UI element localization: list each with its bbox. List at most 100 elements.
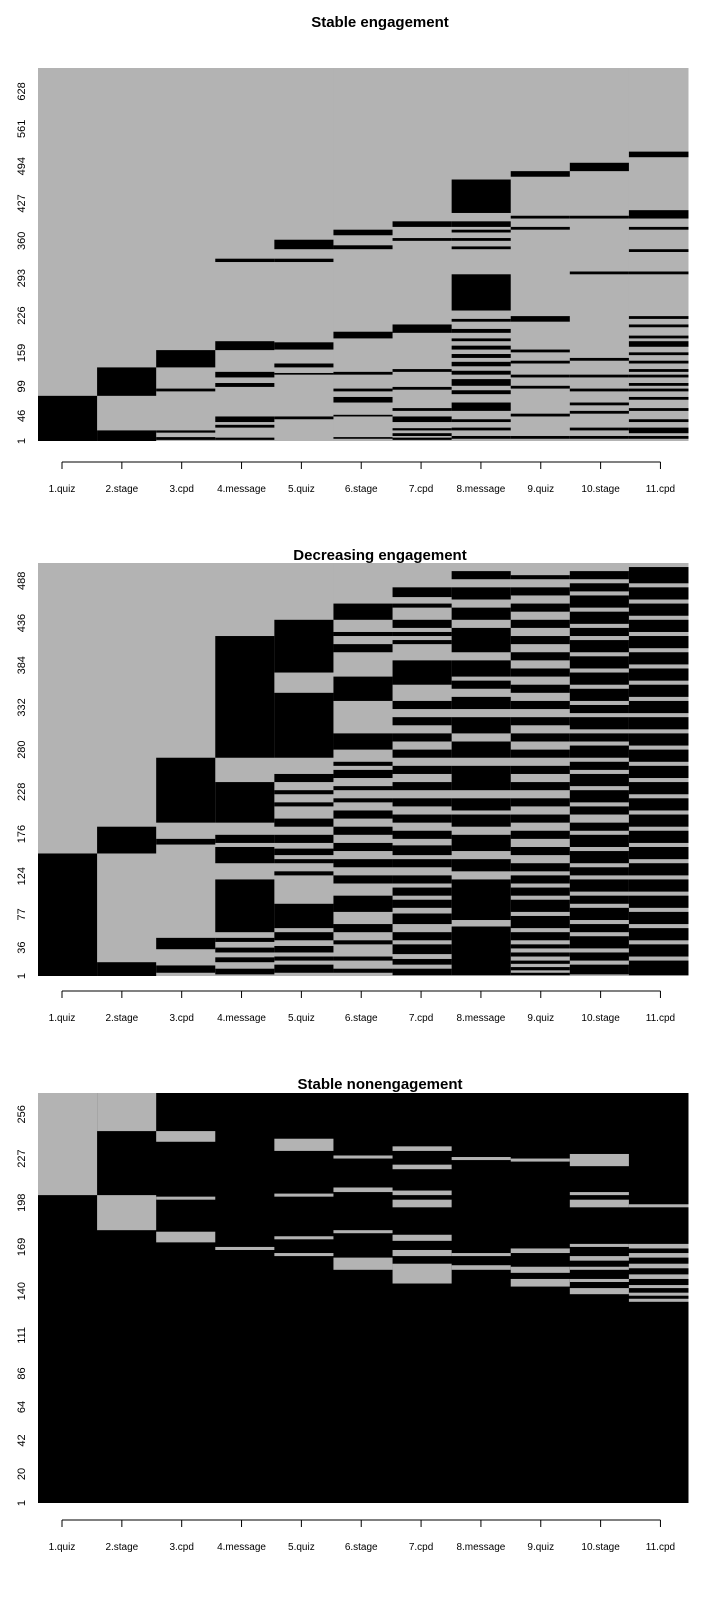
heatmap-cell — [510, 765, 571, 774]
heatmap-cell — [628, 427, 689, 434]
y-tick-label: 140 — [16, 1282, 28, 1300]
heatmap-cell — [451, 427, 512, 431]
heatmap-cell — [451, 879, 512, 921]
heatmap-cell — [510, 1278, 571, 1287]
heatmap-cell — [215, 371, 275, 378]
heatmap-cell — [628, 352, 689, 356]
heatmap-cell — [628, 383, 689, 386]
heatmap-cell — [215, 258, 275, 263]
heatmap-area — [38, 1093, 689, 1503]
heatmap-cell — [97, 367, 157, 396]
heatmap-cell — [510, 374, 571, 378]
heatmap-cell — [510, 619, 571, 628]
heatmap-cell — [333, 1187, 394, 1193]
y-tick-label: 494 — [16, 157, 28, 175]
heatmap-cell — [510, 1158, 571, 1162]
x-tick-label: 8.message — [456, 1013, 505, 1024]
heatmap-cell — [628, 335, 689, 339]
heatmap-cell — [215, 834, 275, 843]
y-tick-label: 1 — [16, 1500, 28, 1506]
heatmap-cell — [510, 863, 571, 872]
heatmap-cell — [451, 361, 512, 367]
heatmap-cell — [569, 595, 630, 608]
heatmap-column-8 — [451, 68, 512, 441]
heatmap-cell — [510, 349, 571, 353]
heatmap-cell — [510, 960, 571, 964]
heatmap-cell — [569, 627, 630, 637]
y-tick-label: 226 — [16, 306, 28, 324]
heatmap-cell — [628, 717, 689, 730]
heatmap-cell — [569, 806, 630, 815]
heatmap-cell — [274, 1138, 334, 1151]
x-axis: 1.quiz 2.stage 3.cpd 4.message 5.quiz 6.stage… — [49, 461, 675, 495]
heatmap-cell — [451, 571, 512, 580]
heatmap-cell — [392, 958, 453, 965]
heatmap-cell — [569, 717, 630, 730]
heatmap-cell — [510, 952, 571, 957]
heatmap-cell — [156, 1231, 216, 1243]
y-tick-label: 436 — [16, 614, 28, 632]
x-tick-label: 5.quiz — [288, 1542, 315, 1553]
heatmap-cell — [569, 656, 630, 669]
heatmap-cell — [333, 968, 394, 973]
heatmap-cell — [628, 360, 689, 364]
heatmap-cell — [215, 416, 275, 423]
heatmap-cell — [628, 879, 689, 892]
heatmap-cell — [215, 879, 275, 933]
heatmap-cell — [628, 1263, 689, 1269]
heatmap-cell — [392, 830, 453, 839]
heatmap-cell — [392, 433, 453, 436]
heatmap-cell — [392, 428, 453, 431]
heatmap-column-2 — [97, 1093, 157, 1503]
heatmap-cell — [628, 567, 689, 584]
heatmap-cell — [156, 937, 216, 950]
heatmap-cell — [392, 717, 453, 726]
heatmap-cell — [628, 684, 689, 697]
heatmap-cell — [156, 1131, 216, 1142]
heatmap-cell — [569, 879, 630, 892]
x-tick-label: 4.message — [217, 1013, 266, 1024]
heatmap-cell — [392, 899, 453, 908]
heatmap-cell — [215, 636, 275, 758]
panel-stable-nonengagement: Stable nonengagement 1204264861111401691… — [16, 1076, 689, 1553]
heatmap-column-6 — [333, 563, 394, 976]
heatmap-cell — [510, 360, 571, 364]
heatmap-cell — [451, 587, 512, 600]
heatmap-cell — [569, 1266, 630, 1270]
heatmap-cell — [97, 1195, 157, 1231]
heatmap-cell — [333, 826, 394, 835]
heatmap-cell — [510, 385, 571, 389]
heatmap-cell — [569, 1243, 630, 1247]
heatmap-cell — [510, 636, 571, 645]
heatmap-cell — [628, 603, 689, 616]
heatmap-cell — [392, 944, 453, 955]
heatmap-cell — [274, 239, 334, 250]
heatmap-cell — [392, 887, 453, 896]
x-tick-label: 9.quiz — [527, 1013, 554, 1024]
heatmap-cell — [333, 1257, 394, 1270]
x-tick-label: 11.cpd — [646, 484, 675, 495]
heatmap-cell — [215, 424, 275, 428]
heatmap-cell — [274, 692, 334, 758]
heatmap-cell — [392, 1249, 453, 1257]
heatmap-cell — [333, 371, 394, 375]
heatmap-cell — [333, 414, 394, 417]
heatmap-cell — [215, 968, 275, 975]
x-tick-label: 10.stage — [581, 1542, 620, 1553]
heatmap-cell — [274, 903, 334, 929]
heatmap-cell — [392, 968, 453, 976]
x-tick-label: 3.cpd — [169, 1013, 193, 1024]
heatmap-column-6 — [333, 1093, 394, 1503]
heatmap-cell — [569, 745, 630, 758]
heatmap-cell — [392, 640, 453, 645]
heatmap-cell — [510, 413, 571, 417]
heatmap-cell — [510, 899, 571, 912]
heatmap-column-2 — [97, 563, 157, 976]
heatmap-cell — [392, 859, 453, 868]
heatmap-cell — [274, 790, 334, 795]
heatmap-cell — [392, 631, 453, 637]
heatmap-cell — [274, 956, 334, 961]
heatmap-cell — [274, 834, 334, 843]
heatmap-cell — [628, 226, 689, 230]
heatmap-cell — [628, 619, 689, 632]
